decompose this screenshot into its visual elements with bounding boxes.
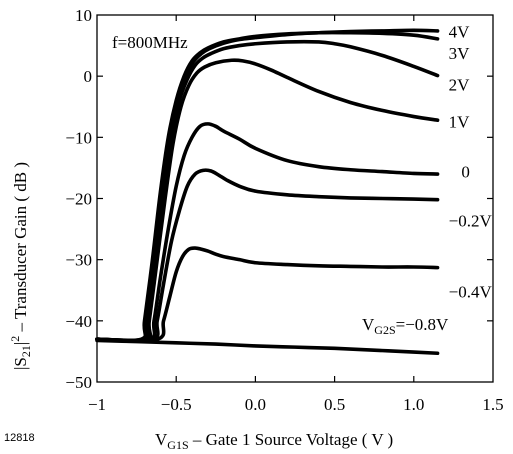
plot-area: −1 −0.5 0.0 0.5 1.0 1.5 −50 −40 −30 −20 −10 0 10 xyxy=(65,6,503,414)
x-tick-label: −0.5 xyxy=(161,395,192,414)
frequency-annotation: f=800MHz xyxy=(112,33,188,52)
y-axis-label-sub: 21 xyxy=(19,345,33,357)
y-tick-label: −40 xyxy=(65,312,92,331)
y-axis-label-rest: – Transducer Gain ( dB ) xyxy=(11,162,30,336)
curve-label-4: 0 xyxy=(461,163,470,182)
y-tick-label: −20 xyxy=(65,190,92,209)
x-axis-ticks: −1 −0.5 0.0 0.5 1.0 1.5 xyxy=(88,15,504,414)
parameter-label: VG2S=−0.8V xyxy=(362,315,449,337)
x-tick-label: 1.0 xyxy=(403,395,424,414)
x-axis-label-prefix: V xyxy=(155,430,168,449)
parameter-label-prefix: V xyxy=(362,315,375,334)
y-axis-ticks: −50 −40 −30 −20 −10 0 10 xyxy=(65,6,493,392)
curve-label-2: 2V xyxy=(449,76,471,95)
curve-label-3: 1V xyxy=(449,112,471,131)
curve-label-1: 3V xyxy=(449,44,471,63)
x-tick-label: 1.5 xyxy=(482,395,503,414)
x-tick-label: −1 xyxy=(88,395,106,414)
x-tick-label: 0.0 xyxy=(245,395,266,414)
figure-id: 12818 xyxy=(4,432,35,444)
y-axis-label: |S21|2 – Transducer Gain ( dB ) xyxy=(8,162,33,370)
x-axis-label: VG1S – Gate 1 Source Voltage ( V ) xyxy=(155,430,393,452)
y-axis-label-prefix: |S xyxy=(11,357,30,370)
y-tick-label: 10 xyxy=(75,6,92,25)
curve-labels: 4V 3V 2V 1V 0 −0.2V −0.4V xyxy=(449,23,493,302)
series-line-1 xyxy=(95,30,440,343)
y-tick-label: −30 xyxy=(65,251,92,270)
series-line-6 xyxy=(95,246,440,343)
curve-label-6: −0.4V xyxy=(449,282,493,301)
y-tick-label: −10 xyxy=(65,128,92,147)
curve-label-0: 4V xyxy=(449,23,471,42)
parameter-label-sub: G2S xyxy=(374,323,395,337)
y-axis-label-mid: | xyxy=(11,342,30,345)
series-line-7 xyxy=(95,338,440,356)
y-tick-label: −50 xyxy=(65,373,92,392)
series-line-5 xyxy=(95,168,440,343)
x-axis-label-rest: – Gate 1 Source Voltage ( V ) xyxy=(189,430,394,449)
x-tick-label: 0.5 xyxy=(324,395,345,414)
curve-label-5: −0.2V xyxy=(449,212,493,231)
y-axis-label-sup: 2 xyxy=(8,336,22,342)
series-line-4 xyxy=(95,122,440,343)
series-group xyxy=(95,28,440,356)
y-tick-label: 0 xyxy=(84,67,93,86)
series-line-3 xyxy=(95,58,440,343)
parameter-label-rest: =−0.8V xyxy=(396,315,449,334)
x-axis-label-sub: G1S xyxy=(167,438,188,452)
